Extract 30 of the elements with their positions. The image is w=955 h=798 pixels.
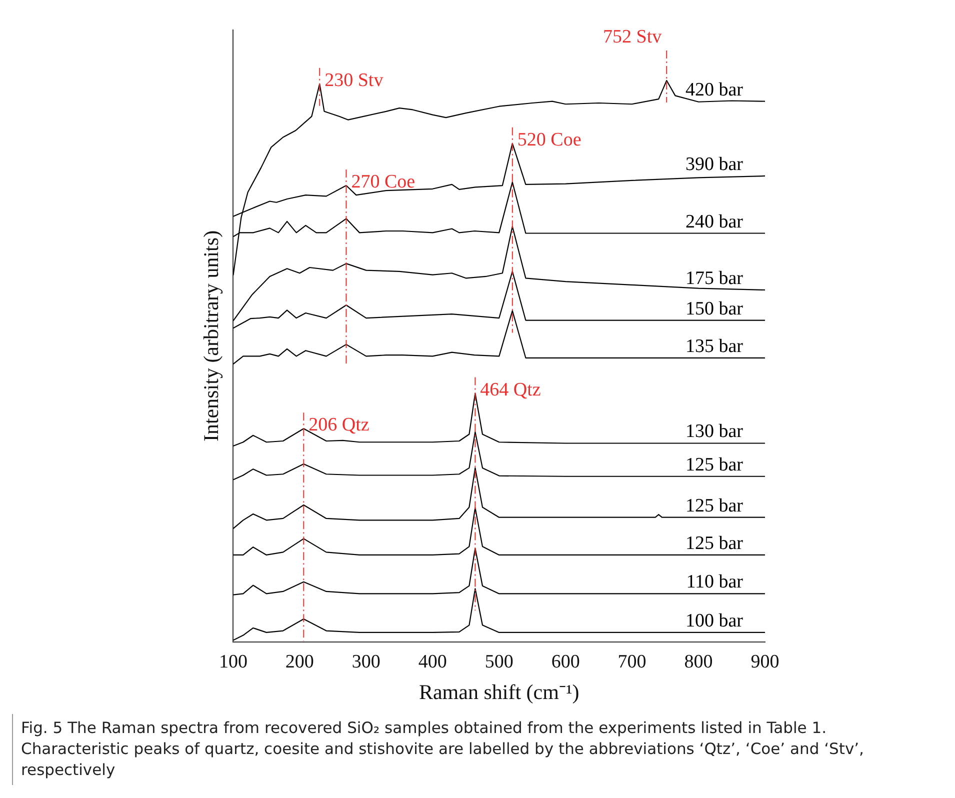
x-tick-label: 700	[618, 651, 646, 672]
series-label: 390 bar	[685, 154, 744, 175]
ref-line-label: 230 Stv	[324, 70, 384, 91]
x-tick-label: 300	[352, 651, 380, 672]
caption: Fig. 5 The Raman spectra from recovered SiO₂ samples obtained from the experiments listed in Table 1. Characteristic peaks of quartz, coesite and stishovite are labelled by the abbreviations ‘Qtz’, ‘Coe’ and ‘Stv’, respectively	[21, 718, 865, 781]
series-label: 130 bar	[685, 421, 744, 442]
x-axis-title: Raman shift (cm⁻¹)	[418, 680, 580, 704]
series-label: 125 bar	[685, 532, 744, 554]
y-axis-title: Intensity (arbitrary units)	[199, 230, 224, 442]
series-label: 150 bar	[685, 298, 744, 320]
ref-line-label: 752 Stv	[603, 26, 662, 48]
x-tick-label: 800	[684, 651, 713, 672]
x-tick-label: 400	[418, 651, 447, 672]
x-tick-label: 600	[551, 651, 580, 672]
x-tick-label: 200	[285, 651, 314, 672]
series-label: 110 bar	[686, 572, 744, 593]
series-label: 135 bar	[685, 336, 744, 357]
series-label: 175 bar	[685, 268, 744, 289]
ref-line-label: 464 Qtz	[480, 379, 541, 400]
series-label: 100 bar	[685, 610, 744, 632]
ref-line-label: 520 Coe	[517, 129, 582, 150]
ref-line-label: 270 Coe	[351, 172, 416, 193]
ref-line-label: 206 Qtz	[308, 414, 370, 436]
x-tick-label: 500	[484, 651, 514, 672]
series-label: 240 bar	[685, 211, 744, 232]
series-label: 125 bar	[685, 454, 744, 476]
series-label: 420 bar	[685, 79, 744, 100]
series-label: 125 bar	[685, 495, 744, 516]
x-tick-label: 900	[750, 651, 780, 672]
x-tick-label: 100	[218, 651, 248, 672]
